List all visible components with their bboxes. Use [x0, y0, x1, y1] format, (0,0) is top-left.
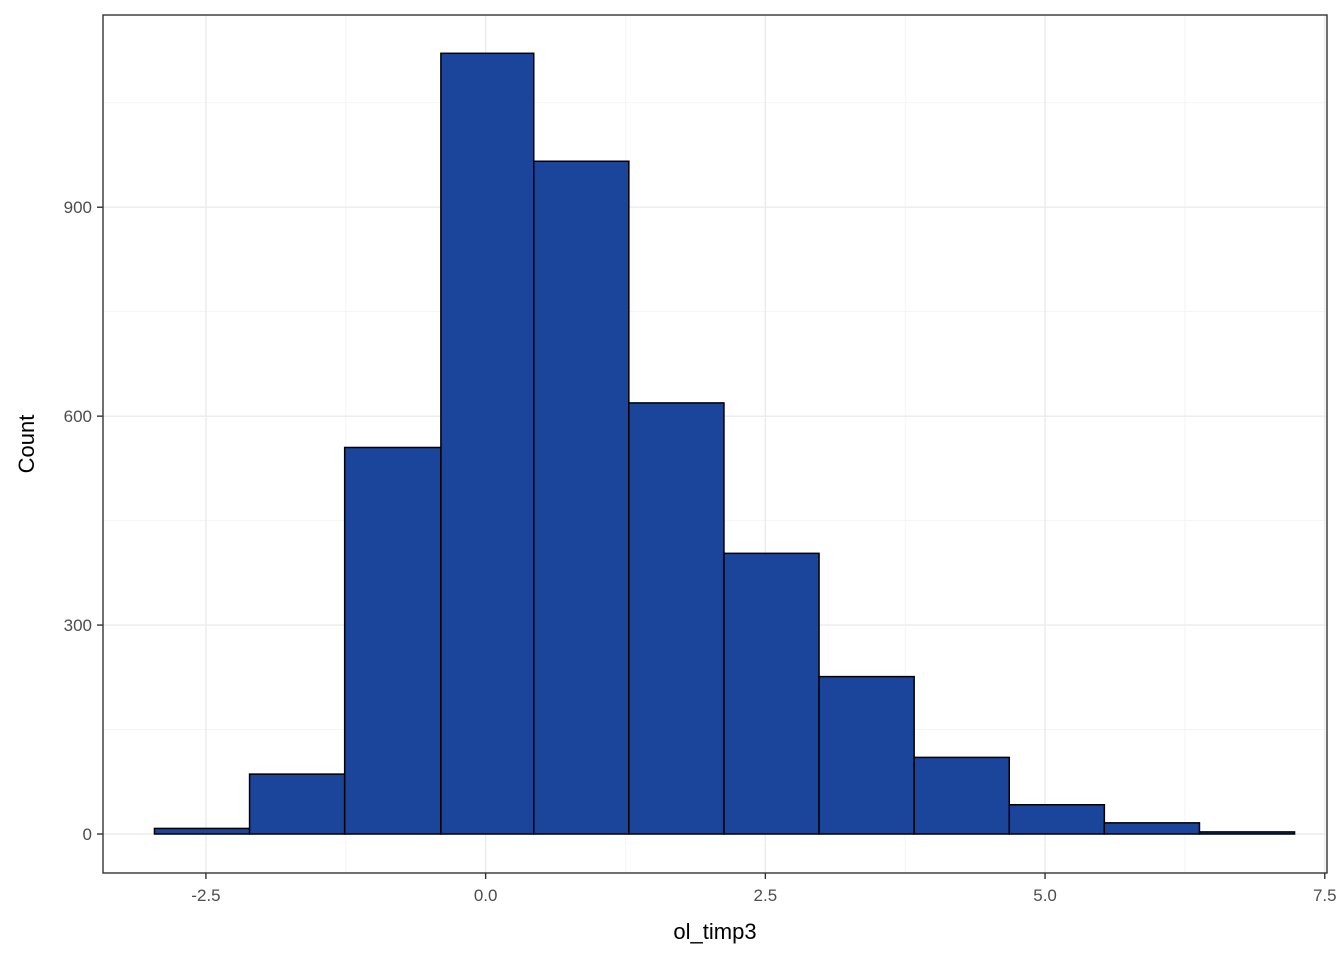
histogram-bar: [440, 52, 535, 835]
x-tick-label: 7.5: [1313, 886, 1337, 905]
y-tick-label: 900: [64, 198, 92, 217]
histogram-bar: [1008, 804, 1106, 835]
x-tick-label: 5.0: [1033, 886, 1057, 905]
y-axis-title: Count: [14, 415, 39, 474]
x-tick-label: -2.5: [191, 886, 220, 905]
histogram-bar: [628, 402, 725, 835]
histogram-bar: [532, 160, 630, 835]
histogram-bar: [248, 773, 346, 835]
x-axis: -2.5 0.0 2.5 5.0 7.5: [191, 873, 1337, 905]
x-axis-title: ol_timp3: [673, 919, 756, 944]
y-axis: 0 300 600 900: [64, 198, 103, 844]
y-tick-label: 300: [64, 616, 92, 635]
panel-border: [102, 14, 1328, 874]
histogram-bar: [343, 446, 442, 835]
x-tick-label: 0.0: [474, 886, 498, 905]
histogram-bars: [153, 52, 1296, 835]
histogram-bar: [1103, 822, 1201, 835]
histogram-bar: [723, 552, 820, 835]
y-tick-label: 0: [83, 825, 92, 844]
histogram-bar: [913, 756, 1011, 835]
histogram-bar: [153, 827, 251, 835]
x-tick-label: 2.5: [754, 886, 778, 905]
histogram-bar: [818, 675, 915, 835]
histogram-bar: [1198, 831, 1296, 835]
y-tick-label: 600: [64, 407, 92, 426]
